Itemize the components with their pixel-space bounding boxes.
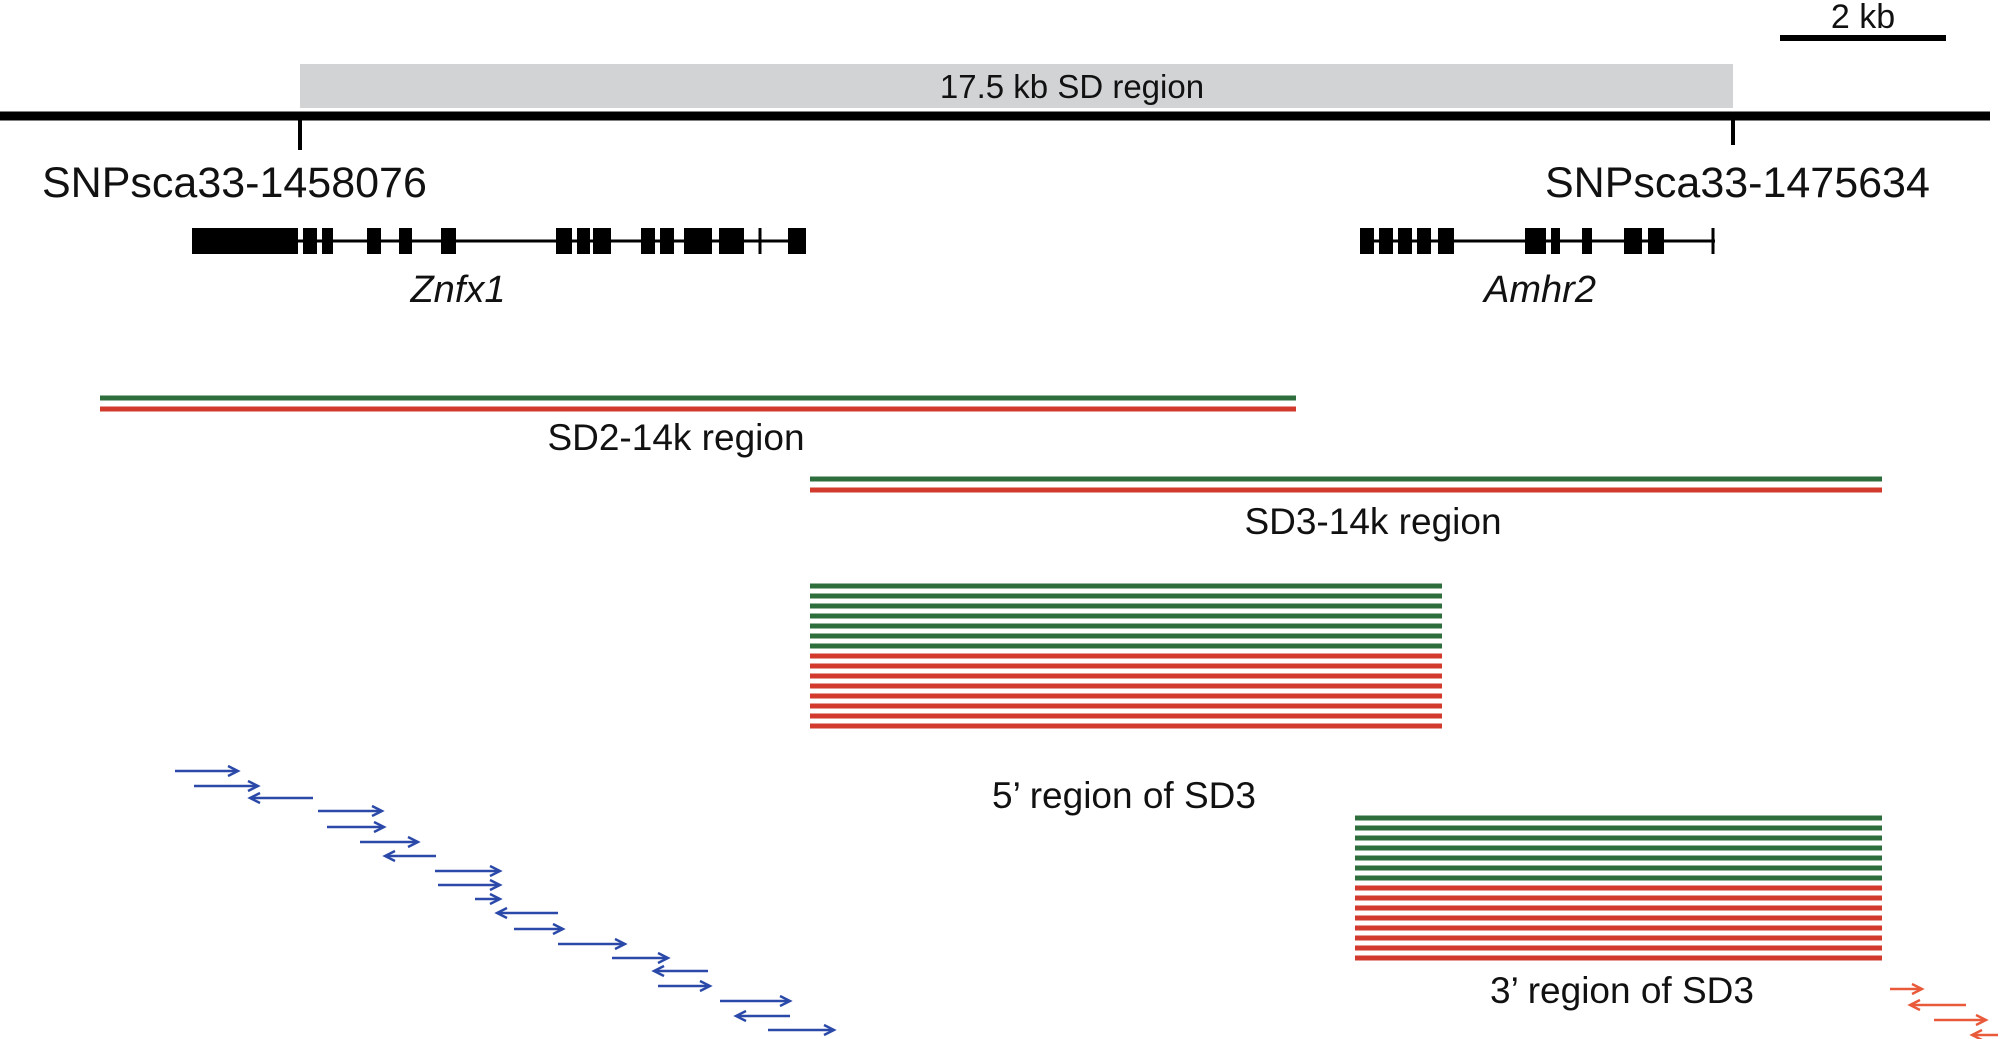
primer-arrow-right bbox=[227, 764, 241, 778]
exon-block bbox=[1551, 228, 1560, 254]
exon-block bbox=[1379, 228, 1393, 254]
exon-block bbox=[719, 228, 744, 254]
gene-model-amhr2 bbox=[1360, 228, 1715, 254]
exon-block bbox=[322, 228, 333, 254]
primer-arrow-right bbox=[823, 1023, 837, 1037]
primer-arrow-left bbox=[733, 1009, 747, 1023]
exon-block bbox=[788, 228, 806, 254]
primer-arrow-right bbox=[371, 804, 385, 818]
primer-arrow-right bbox=[779, 994, 793, 1008]
primer-arrow-right bbox=[614, 937, 628, 951]
exon-block bbox=[367, 228, 381, 254]
gene-model-znfx1 bbox=[192, 228, 806, 254]
primer-arrow-left bbox=[494, 906, 508, 920]
primer-arrow-left bbox=[651, 964, 665, 978]
scale-bar-label: 2 kb bbox=[1831, 0, 1895, 36]
primer-arrow-left bbox=[1969, 1028, 1983, 1039]
exon-block bbox=[660, 228, 674, 254]
track-sd3-3prime bbox=[1355, 815, 1882, 961]
marker-left-label: SNPsca33-1458076 bbox=[42, 159, 427, 207]
primer-arrow-right bbox=[407, 835, 421, 849]
exon-block bbox=[556, 228, 572, 254]
exon-block bbox=[303, 228, 317, 254]
exon-block bbox=[1360, 228, 1374, 254]
primer-arrow-right bbox=[489, 878, 503, 892]
exon-block bbox=[1648, 228, 1664, 254]
primer-set-orange bbox=[1890, 982, 1998, 1039]
exon-block bbox=[1624, 228, 1642, 254]
gene-label-amhr2: Amhr2 bbox=[1482, 269, 1596, 311]
exon-block bbox=[1582, 228, 1592, 254]
track-sd3-14k bbox=[810, 476, 1882, 493]
primer-arrow-right bbox=[247, 779, 261, 793]
exon-block bbox=[399, 228, 412, 254]
marker-right-label: SNPsca33-1475634 bbox=[1545, 159, 1930, 207]
sd-region-box bbox=[300, 64, 1733, 108]
exon-block bbox=[684, 228, 712, 254]
exon-block bbox=[577, 228, 590, 254]
exon-block bbox=[1417, 228, 1431, 254]
primer-arrow-right bbox=[552, 922, 566, 936]
primer-arrow-left bbox=[247, 791, 261, 805]
track-sd3-5prime bbox=[810, 583, 1442, 729]
sd3-14k-label: SD3-14k region bbox=[1244, 501, 1501, 542]
sd3-3prime-label: 3’ region of SD3 bbox=[1490, 970, 1754, 1011]
track-sd2-14k bbox=[100, 395, 1296, 412]
sd-region-label: 17.5 kb SD region bbox=[940, 68, 1204, 105]
exon-block bbox=[1398, 228, 1412, 254]
exon-block bbox=[1525, 228, 1546, 254]
exon-block bbox=[441, 228, 456, 254]
primer-arrow-right bbox=[1975, 1013, 1989, 1027]
primer-set-blue bbox=[175, 764, 837, 1037]
exon-block bbox=[192, 228, 298, 254]
primer-arrow-right bbox=[1911, 982, 1925, 996]
exon-block bbox=[593, 228, 611, 254]
sd2-14k-label: SD2-14k region bbox=[547, 417, 804, 458]
sd3-5prime-label: 5’ region of SD3 bbox=[992, 775, 1256, 816]
primer-arrow-left bbox=[382, 849, 396, 863]
exon-block bbox=[1438, 228, 1454, 254]
exon-block bbox=[641, 228, 655, 254]
gene-label-znfx1: Znfx1 bbox=[409, 269, 505, 311]
primer-arrow-right bbox=[657, 951, 671, 965]
primer-arrow-right bbox=[489, 892, 503, 906]
primer-arrow-left bbox=[1907, 998, 1921, 1012]
primer-arrow-right bbox=[489, 864, 503, 878]
primer-arrow-right bbox=[373, 820, 387, 834]
primer-arrow-right bbox=[699, 979, 713, 993]
